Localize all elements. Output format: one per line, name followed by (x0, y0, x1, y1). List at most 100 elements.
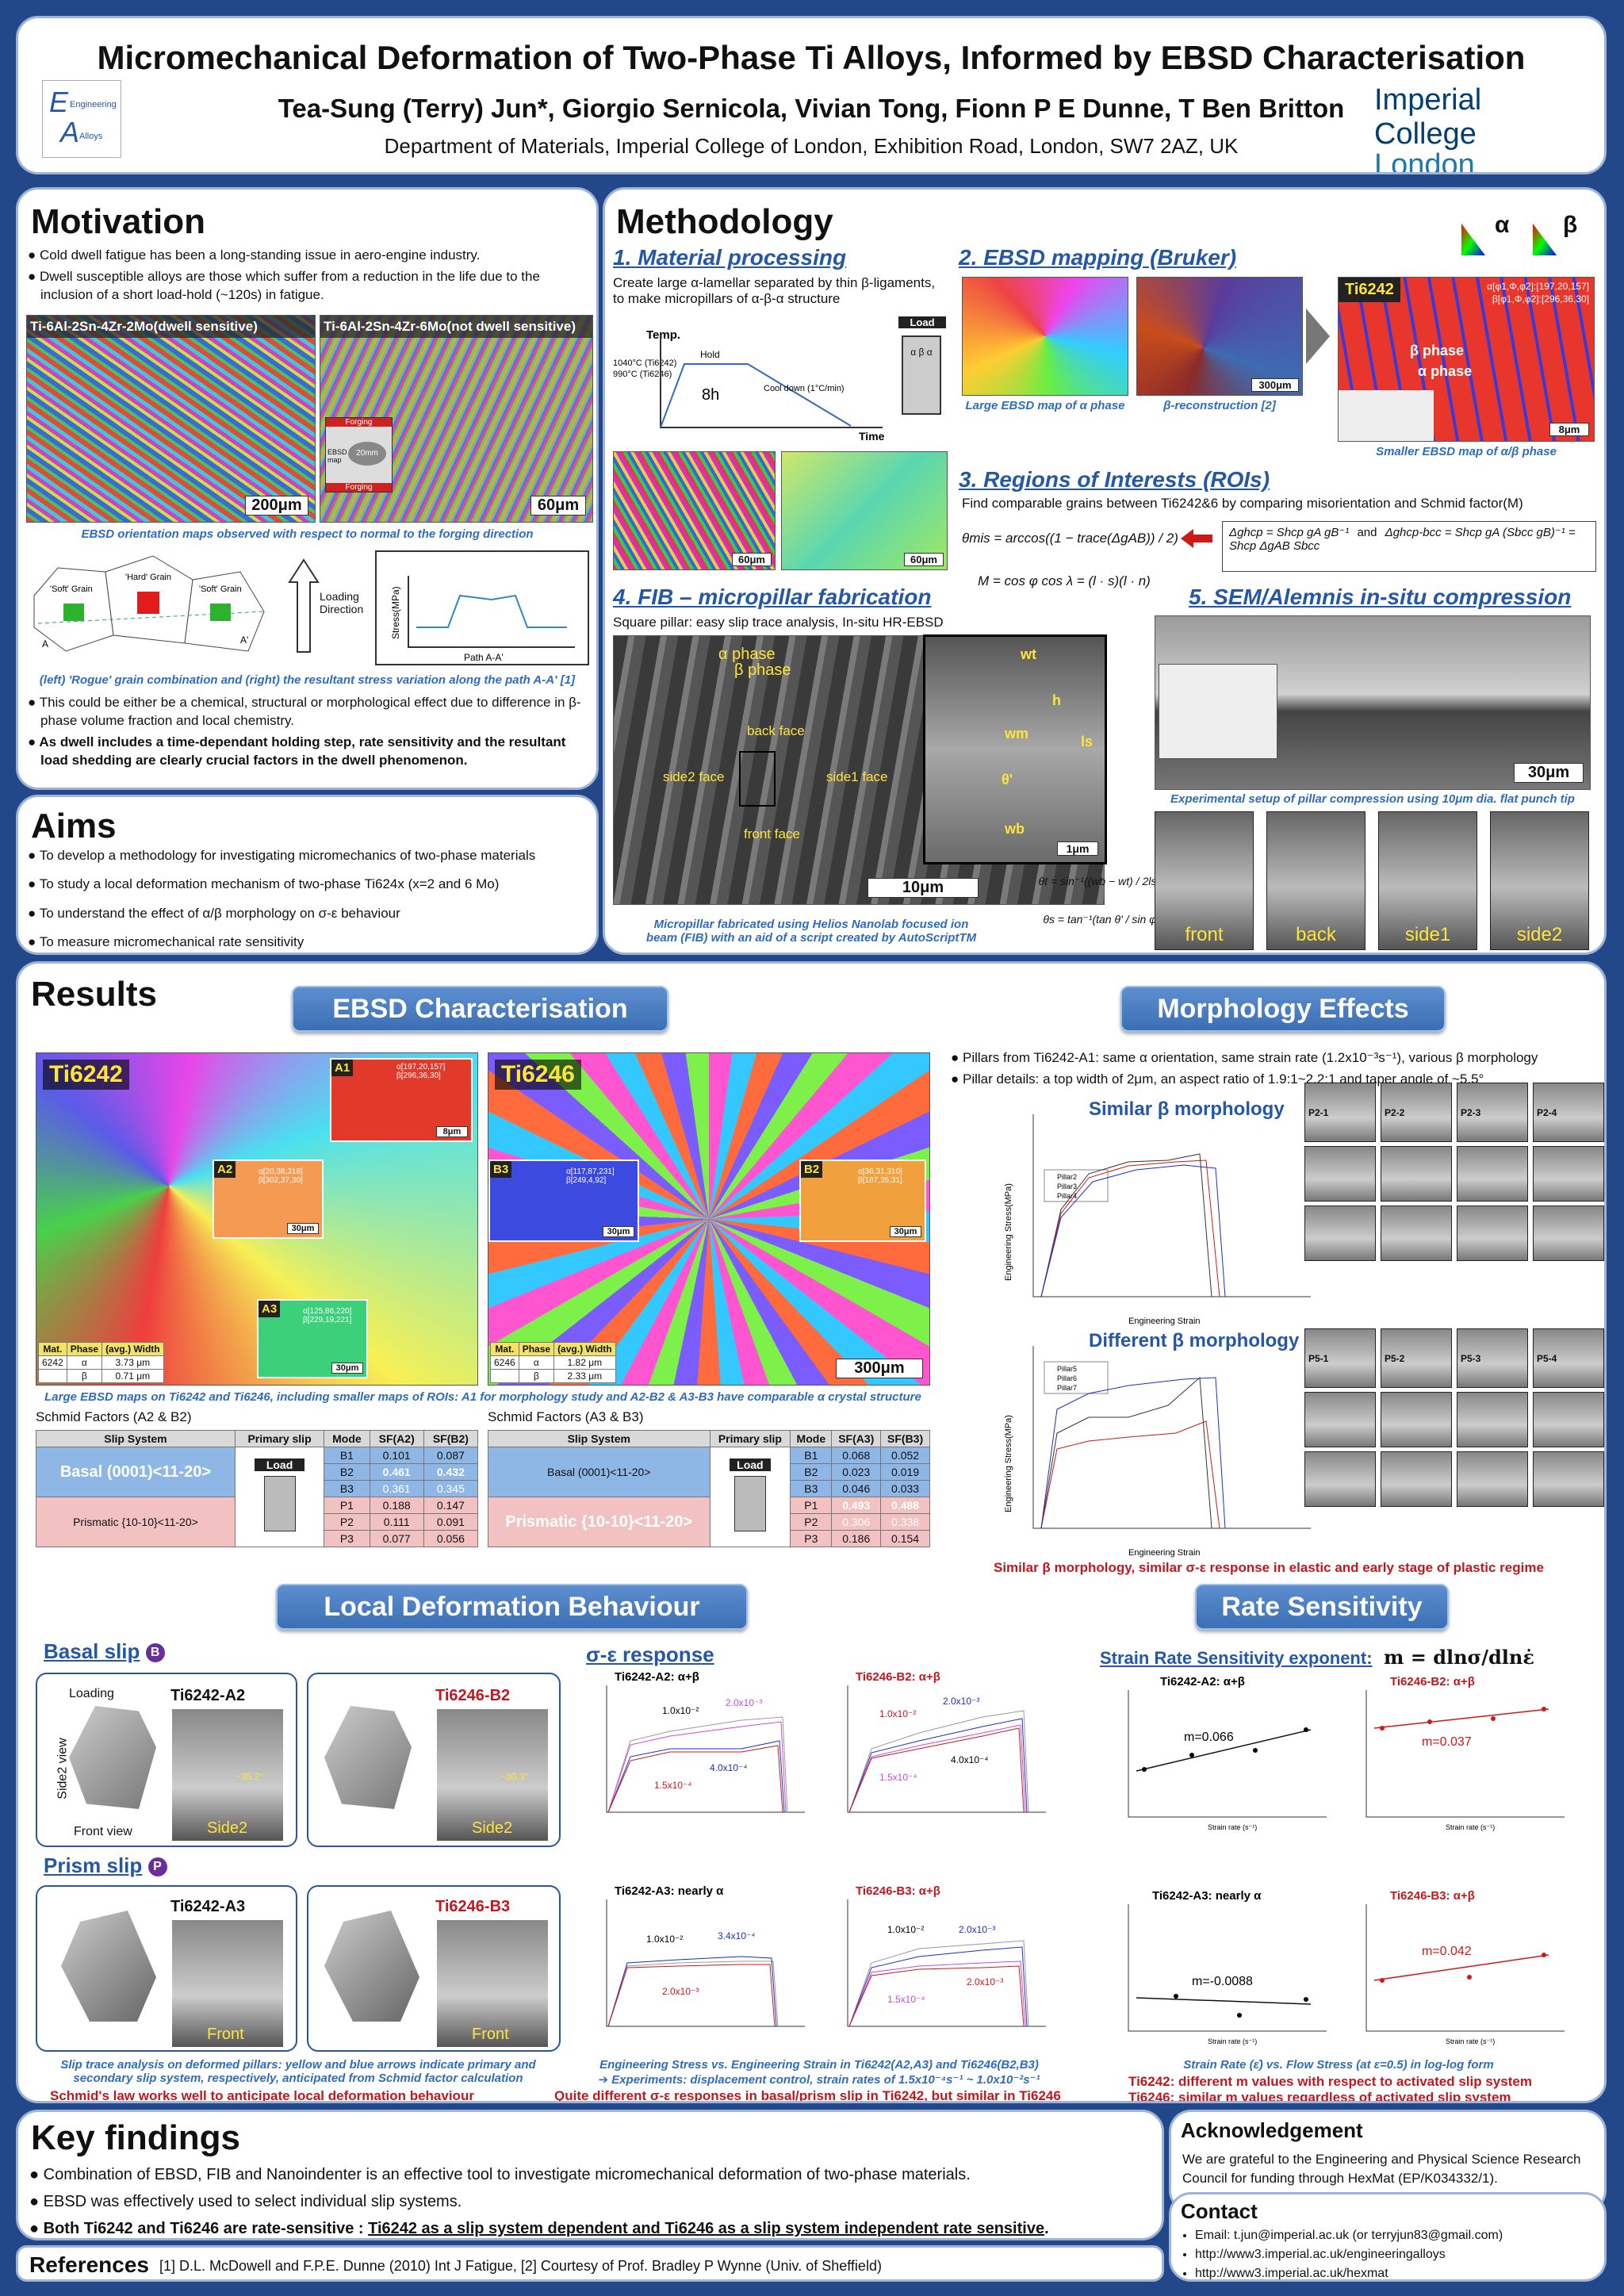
similar-beta-chart: Engineering Stress(MPa) Engineering Stra… (1004, 1114, 1311, 1326)
hexagon-crystal-b3 (324, 1911, 419, 2022)
header-panel: Micromechanical Deformation of Two-Phase… (16, 16, 1607, 174)
hexagon-crystal-a3 (61, 1911, 156, 2022)
local-conclusion: Schmid's law works well to anticipate lo… (50, 2088, 474, 2103)
svg-text:Time: Time (859, 430, 885, 443)
svg-text:1.0x10⁻²: 1.0x10⁻² (662, 1705, 699, 1716)
svg-text:m=-0.0088: m=-0.0088 (1192, 1975, 1253, 1988)
se-chart-b3: Ti6246-B3: α+β 1.0x10⁻² 2.0x10⁻³ 2.0x10⁻… (847, 1884, 1046, 2027)
svg-text:Ti6242-A2: α+β: Ti6242-A2: α+β (615, 1670, 699, 1684)
stress-path-chart: Stress(MPa) Path A-A' (375, 550, 589, 665)
s2-arrow (1306, 309, 1330, 364)
keyfinding-1: Combination of EBSD, FIB and Nanoindente… (29, 2163, 1155, 2187)
svg-text:Pillar5: Pillar5 (1057, 1365, 1077, 1373)
roi-b3: B3 α[117,87,231] β[249,4,92] 30μm (488, 1159, 639, 1242)
basal-slip-b2-box: Ti6246-B2 ~30.3° Side2 (307, 1673, 561, 1847)
svg-text:Ti6242-A3: nearly α: Ti6242-A3: nearly α (1152, 1889, 1262, 1903)
different-beta-title: Different β morphology (1089, 1330, 1300, 1351)
ebsd-characterisation-header: EBSD Characterisation (292, 986, 668, 1032)
keyfinding-3: Both Ti6242 and Ti6246 are rate-sensitiv… (29, 2217, 1155, 2238)
ebsd-map-not-dwell-sensitive: Ti-6Al-2Sn-4Zr-6Mo(not dwell sensitive) … (320, 315, 593, 523)
svg-text:1.0x10⁻²: 1.0x10⁻² (887, 1924, 924, 1935)
contact-list: Email: t.jun@imperial.ac.uk (or terryjun… (1195, 2226, 1503, 2279)
ipf-legend: α β (1454, 212, 1588, 275)
results-panel: Results EBSD Characterisation Morphology… (16, 961, 1607, 2103)
affiliation: Department of Materials, Imperial Colleg… (384, 134, 1239, 158)
authors: Tea-Sung (Terry) Jun*, Giorgio Sernicola… (278, 94, 1345, 123)
svg-text:'Soft' Grain: 'Soft' Grain (50, 585, 93, 594)
s2-title: 2. EBSD mapping (Bruker) (959, 245, 1237, 270)
contact-panel: Contact Email: t.jun@imperial.ac.uk (or … (1169, 2192, 1607, 2282)
se-caption: Engineering Stress vs. Engineering Strai… (599, 2058, 1039, 2072)
eq-theta-mis: θmis = arccos((1 − trace(ΔgAB)) / 2) (962, 531, 1178, 546)
sf-title-b: Schmid Factors (A3 & B3) (488, 1409, 644, 1424)
se-conclusion: Quite different σ-ε responses in basal/p… (554, 2088, 1061, 2103)
svg-text:Engineering Stress(MPa): Engineering Stress(MPa) (1004, 1415, 1013, 1512)
roi-a3: A3 α[125,86,220] β[229,19,221] 30μm (257, 1299, 368, 1378)
results-title: Results (31, 975, 157, 1014)
eq-schmid: M = cos φ cos λ = (l · s)(l · n) (978, 573, 1151, 588)
roi-b2: B2 α[36,31,310] β[187,35,31] 30μm (799, 1159, 926, 1242)
s1-ebsd-map-1: 60μm (613, 451, 776, 570)
svg-text:990°C (Ti6246): 990°C (Ti6246) (613, 370, 672, 379)
loading-direction-arrow (288, 558, 320, 653)
schmid-table-b: Slip System Primary slip Mode SF(A3) SF(B3) … (488, 1430, 930, 1547)
contact-link-engineeringalloys[interactable]: http://www3.imperial.ac.uk/engineeringal… (1195, 2245, 1503, 2264)
pillar-b2: ~30.3° Side2 (437, 1709, 548, 1841)
schmid-table-a: Slip System Primary slip Mode SF(A2) SF(B2) … (36, 1430, 479, 1547)
rate-caption: Strain Rate (ε̇) vs. Flow Stress (at ε=0… (1183, 2058, 1494, 2072)
contact-email[interactable]: Email: t.jun@imperial.ac.uk (or terryjun… (1195, 2226, 1503, 2245)
different-beta-chart: Engineering Stress(MPa) Engineering Stra… (1004, 1346, 1311, 1558)
svg-text:3.4x10⁻⁴: 3.4x10⁻⁴ (718, 1930, 756, 1941)
svg-text:Ti6242-A3: nearly α: Ti6242-A3: nearly α (615, 1884, 724, 1898)
basal-slip-label: Basal slip B (44, 1639, 165, 1664)
imperial-college-logo: Imperial College London (1374, 83, 1482, 174)
methodology-panel: Methodology α β 1. Material processing C… (603, 187, 1607, 955)
svg-text:2.0x10⁻³: 2.0x10⁻³ (959, 1924, 995, 1935)
aims-title: Aims (31, 807, 117, 845)
similar-beta-title: Similar β morphology (1089, 1098, 1285, 1120)
motivation-bullet-1: Cold dwell fatigue has been a long-stand… (28, 247, 591, 265)
motivation-title: Motivation (31, 202, 205, 241)
eq-theta-s: θs = tan⁻¹(tan θ' / sin φ) (1043, 913, 1160, 926)
s2-caption-3: Smaller EBSD map of α/β phase (1376, 445, 1557, 458)
motivation-map-caption: EBSD orientation maps observed with resp… (81, 527, 534, 541)
setup-inset (1159, 664, 1277, 759)
svg-text:8h: 8h (702, 386, 719, 404)
pillar-zoom-box (739, 751, 776, 807)
references-text: [1] D.L. McDowell and F.P.E. Dunne (2010… (159, 2258, 882, 2274)
keyfindings-bullets: Combination of EBSD, FIB and Nanoindente… (29, 2163, 1155, 2238)
aims-bullet-1: To develop a methodology for investigati… (28, 843, 595, 868)
rate-sensitivity-header: Rate Sensitivity (1195, 1584, 1449, 1630)
contact-link-hexmat[interactable]: http://www3.imperial.ac.uk/hexmat (1195, 2264, 1503, 2279)
acknowledgement-title: Acknowledgement (1181, 2118, 1363, 2142)
roi-a2: A2 α[20,38,318] β[302,37,30] 30μm (213, 1159, 324, 1239)
keyfinding-2: EBSD was effectively used to select indi… (29, 2190, 1155, 2214)
aims-bullet-2: To study a local deformation mechanism o… (28, 872, 595, 897)
rate-conclusion-1: Ti6242: different m values with respect … (1128, 2074, 1532, 2089)
s1-ebsd-map-2: 60μm (781, 451, 948, 570)
motivation-bullet-2: Dwell susceptible alloys are those which… (28, 268, 591, 305)
svg-text:Ti6246-B2: α+β: Ti6246-B2: α+β (856, 1670, 940, 1684)
aims-panel: Aims To develop a methodology for invest… (16, 795, 599, 955)
engineering-alloys-logo: E Engineering A Alloys (42, 80, 121, 158)
prism-slip-a3-box: Ti6242-A3 Front (36, 1885, 297, 2052)
svg-text:1.5x10⁻⁴: 1.5x10⁻⁴ (654, 1780, 692, 1791)
svg-text:2.0x10⁻³: 2.0x10⁻³ (967, 1976, 1003, 1987)
s3-red-arrow (1181, 529, 1212, 548)
hexagon-crystal-b2 (324, 1706, 412, 1809)
roi-a1: A1 α[197,20,157] β[296,36,30] 8μm (330, 1058, 473, 1142)
svg-text:Pillar3: Pillar3 (1057, 1182, 1077, 1190)
eq-theta-t: θt = sin⁻¹((wb − wt) / 2ls) (1038, 875, 1160, 887)
acknowledgement-text: We are grateful to the Engineering and P… (1182, 2152, 1581, 2186)
local-deformation-header: Local Deformation Behaviour (276, 1584, 748, 1630)
rogue-grain-diagram: 'Soft' Grain 'Hard' Grain 'Soft' Grain A… (33, 555, 265, 652)
keyfindings-panel: Key findings Combination of EBSD, FIB an… (16, 2110, 1164, 2240)
svg-text:Stress(MPa): Stress(MPa) (390, 586, 401, 639)
pillar-a2: ~35.2° Side2 (172, 1709, 283, 1841)
forging-inset: Forging 20mm EBSD map Forging (325, 417, 393, 493)
svg-text:m=0.037: m=0.037 (1422, 1735, 1472, 1749)
rogue-grain-caption: (left) 'Rogue' grain combination and (ri… (39, 673, 576, 687)
ti6246-ebsd-map: Ti6246 B3 α[117,87,231] β[249,4,92] 30μm… (488, 1052, 930, 1386)
s4-text: Square pillar: easy slip trace analysis,… (613, 615, 944, 630)
view-front: front (1155, 811, 1254, 950)
